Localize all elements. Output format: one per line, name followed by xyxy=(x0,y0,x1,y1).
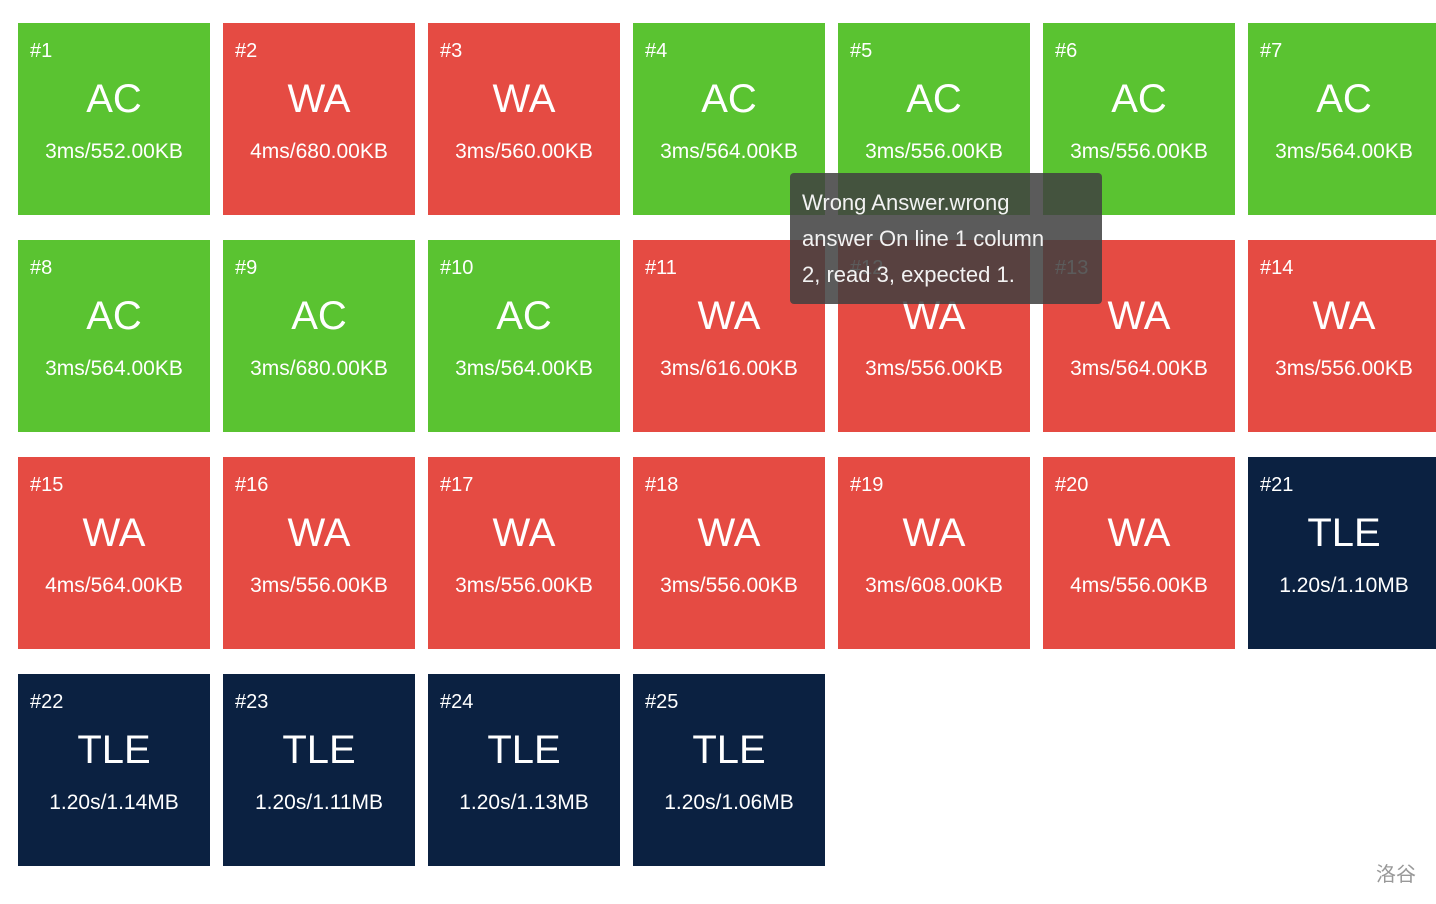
testcase-status: AC xyxy=(701,77,757,121)
tooltip-line-1: Wrong Answer.wrong xyxy=(802,190,1010,215)
testcase-tile[interactable]: #20 WA 4ms/556.00KB xyxy=(1043,457,1235,649)
testcase-tile[interactable]: #2 WA 4ms/680.00KB xyxy=(223,23,415,215)
testcase-time-memory: 1.20s/1.06MB xyxy=(664,791,794,814)
testcase-number: #10 xyxy=(440,257,474,279)
testcase-status: AC xyxy=(86,294,142,338)
testcase-status: AC xyxy=(86,77,142,121)
testcase-time-memory: 3ms/556.00KB xyxy=(1070,140,1208,163)
testcase-status: AC xyxy=(291,294,347,338)
testcase-tile[interactable]: #1 AC 3ms/552.00KB xyxy=(18,23,210,215)
testcase-number: #14 xyxy=(1260,257,1294,279)
testcase-status: WA xyxy=(287,511,351,555)
testcase-tile[interactable]: #18 WA 3ms/556.00KB xyxy=(633,457,825,649)
testcase-tile[interactable]: #23 TLE 1.20s/1.11MB xyxy=(223,674,415,866)
testcase-tile[interactable]: #22 TLE 1.20s/1.14MB xyxy=(18,674,210,866)
testcase-time-memory: 3ms/564.00KB xyxy=(45,357,183,380)
testcase-status: AC xyxy=(1316,77,1372,121)
testcase-time-memory: 3ms/564.00KB xyxy=(1070,357,1208,380)
testcase-tile[interactable]: #3 WA 3ms/560.00KB xyxy=(428,23,620,215)
testcase-status: TLE xyxy=(77,728,151,772)
tooltip-line-2: answer On line 1 column xyxy=(802,226,1045,251)
testcase-status: AC xyxy=(1111,77,1167,121)
testcase-status: AC xyxy=(496,294,552,338)
testcase-tile[interactable]: #24 TLE 1.20s/1.13MB xyxy=(428,674,620,866)
testcase-tile[interactable]: #4 AC 3ms/564.00KB xyxy=(633,23,825,215)
testcase-time-memory: 3ms/556.00KB xyxy=(455,574,593,597)
testcase-number: #9 xyxy=(235,257,258,279)
tooltip-line-3: 2, read 3, expected 1. xyxy=(802,262,1015,287)
testcase-status: WA xyxy=(697,511,761,555)
testcase-number: #25 xyxy=(645,691,679,713)
testcase-time-memory: 4ms/680.00KB xyxy=(250,140,388,163)
testcase-number: #24 xyxy=(440,691,474,713)
testcase-status: WA xyxy=(1107,511,1171,555)
testcase-time-memory: 4ms/556.00KB xyxy=(1070,574,1208,597)
testcase-number: #15 xyxy=(30,474,64,496)
testcase-time-memory: 3ms/608.00KB xyxy=(865,574,1003,597)
testcase-number: #1 xyxy=(30,40,53,62)
testcase-time-memory: 3ms/556.00KB xyxy=(865,140,1003,163)
testcase-tile[interactable]: #16 WA 3ms/556.00KB xyxy=(223,457,415,649)
testcase-time-memory: 3ms/556.00KB xyxy=(865,357,1003,380)
testcase-time-memory: 3ms/564.00KB xyxy=(455,357,593,380)
testcase-number: #17 xyxy=(440,474,474,496)
testcase-time-memory: 3ms/552.00KB xyxy=(45,140,183,163)
testcase-number: #5 xyxy=(850,40,873,62)
testcase-grid: #1 AC 3ms/552.00KB #2 WA 4ms/680.00KB #3 WA 3ms/… xyxy=(18,23,1436,866)
testcase-time-memory: 3ms/616.00KB xyxy=(660,357,798,380)
testcase-tile[interactable]: #14 WA 3ms/556.00KB xyxy=(1248,240,1436,432)
testcase-tile[interactable]: #8 AC 3ms/564.00KB xyxy=(18,240,210,432)
testcase-time-memory: 1.20s/1.14MB xyxy=(49,791,179,814)
testcase-number: #8 xyxy=(30,257,53,279)
testcase-tooltip: Wrong Answer.wrong answer On line 1 colu… xyxy=(790,173,1102,304)
testcase-tile[interactable]: #9 AC 3ms/680.00KB xyxy=(223,240,415,432)
testcase-tile[interactable]: #15 WA 4ms/564.00KB xyxy=(18,457,210,649)
testcase-number: #2 xyxy=(235,40,258,62)
testcase-time-memory: 3ms/680.00KB xyxy=(250,357,388,380)
testcase-tile[interactable]: #21 TLE 1.20s/1.10MB xyxy=(1248,457,1436,649)
testcase-number: #16 xyxy=(235,474,269,496)
testcase-time-memory: 3ms/556.00KB xyxy=(250,574,388,597)
testcase-time-memory: 3ms/556.00KB xyxy=(660,574,798,597)
testcase-status: TLE xyxy=(1307,511,1381,555)
testcase-time-memory: 3ms/564.00KB xyxy=(660,140,798,163)
testcase-number: #7 xyxy=(1260,40,1283,62)
testcase-number: #4 xyxy=(645,40,668,62)
testcase-number: #3 xyxy=(440,40,463,62)
testcase-number: #18 xyxy=(645,474,679,496)
testcase-number: #22 xyxy=(30,691,64,713)
testcase-status: WA xyxy=(1312,294,1376,338)
testcase-time-memory: 3ms/564.00KB xyxy=(1275,140,1413,163)
testcase-time-memory: 4ms/564.00KB xyxy=(45,574,183,597)
testcase-time-memory: 3ms/560.00KB xyxy=(455,140,593,163)
testcase-time-memory: 3ms/556.00KB xyxy=(1275,357,1413,380)
testcase-status: WA xyxy=(492,511,556,555)
testcase-status: WA xyxy=(902,511,966,555)
testcase-status: WA xyxy=(1107,294,1171,338)
testcase-number: #23 xyxy=(235,691,269,713)
testcase-tile[interactable]: #19 WA 3ms/608.00KB xyxy=(838,457,1030,649)
testcase-status: WA xyxy=(287,77,351,121)
testcase-number: #21 xyxy=(1260,474,1294,496)
testcase-number: #11 xyxy=(645,257,677,279)
testcase-number: #6 xyxy=(1055,40,1078,62)
testcase-status: AC xyxy=(906,77,962,121)
testcase-tile[interactable]: #7 AC 3ms/564.00KB xyxy=(1248,23,1436,215)
testcase-status: TLE xyxy=(692,728,766,772)
testcase-status: WA xyxy=(492,77,556,121)
luogu-watermark: 洛谷 xyxy=(1376,862,1416,886)
testcase-number: #19 xyxy=(850,474,884,496)
testcase-tile[interactable]: #10 AC 3ms/564.00KB xyxy=(428,240,620,432)
testcase-status: TLE xyxy=(487,728,561,772)
testcase-time-memory: 1.20s/1.11MB xyxy=(254,791,384,814)
testcase-time-memory: 1.20s/1.13MB xyxy=(459,791,589,814)
testcase-tile[interactable]: #17 WA 3ms/556.00KB xyxy=(428,457,620,649)
testcase-number: #20 xyxy=(1055,474,1089,496)
testcase-tile[interactable]: #25 TLE 1.20s/1.06MB xyxy=(633,674,825,866)
testcase-status: TLE xyxy=(282,728,356,772)
testcase-status: WA xyxy=(82,511,146,555)
testcase-time-memory: 1.20s/1.10MB xyxy=(1279,574,1409,597)
testcase-status: WA xyxy=(697,294,761,338)
